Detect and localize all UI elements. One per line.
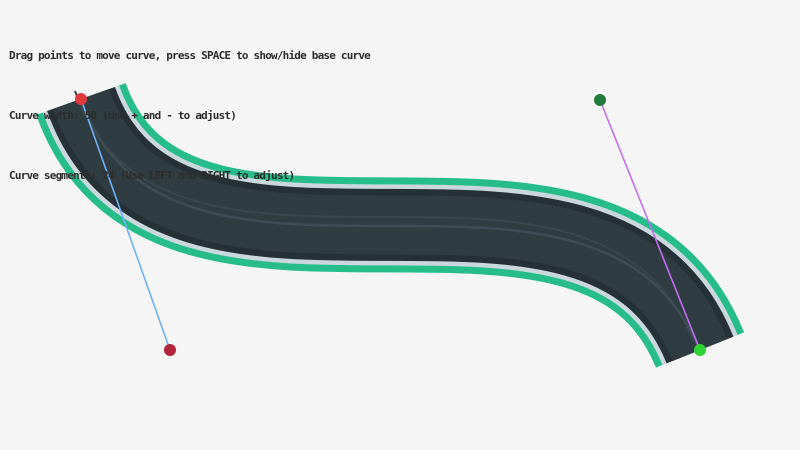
curve-point-control-point-1[interactable] (164, 344, 176, 356)
lane-line-secondary (74, 90, 695, 343)
instruction-curve-width: Curve width: 50 (Use + and - to adjust) (9, 109, 237, 122)
end-handle-line (599, 99, 701, 351)
lane-line-center (79, 99, 702, 352)
instructions-panel: Drag points to move curve, press SPACE t… (9, 6, 371, 226)
curve-point-end-anchor[interactable] (694, 344, 706, 356)
curve-point-start-anchor[interactable] (75, 93, 87, 105)
start-handle-line (80, 98, 171, 351)
instruction-drag-hint: Drag points to move curve, press SPACE t… (9, 49, 371, 62)
instruction-curve-segments: Curve segments: 24 (Use LEFT and RIGHT t… (9, 169, 295, 182)
curve-point-control-point-2[interactable] (594, 94, 606, 106)
